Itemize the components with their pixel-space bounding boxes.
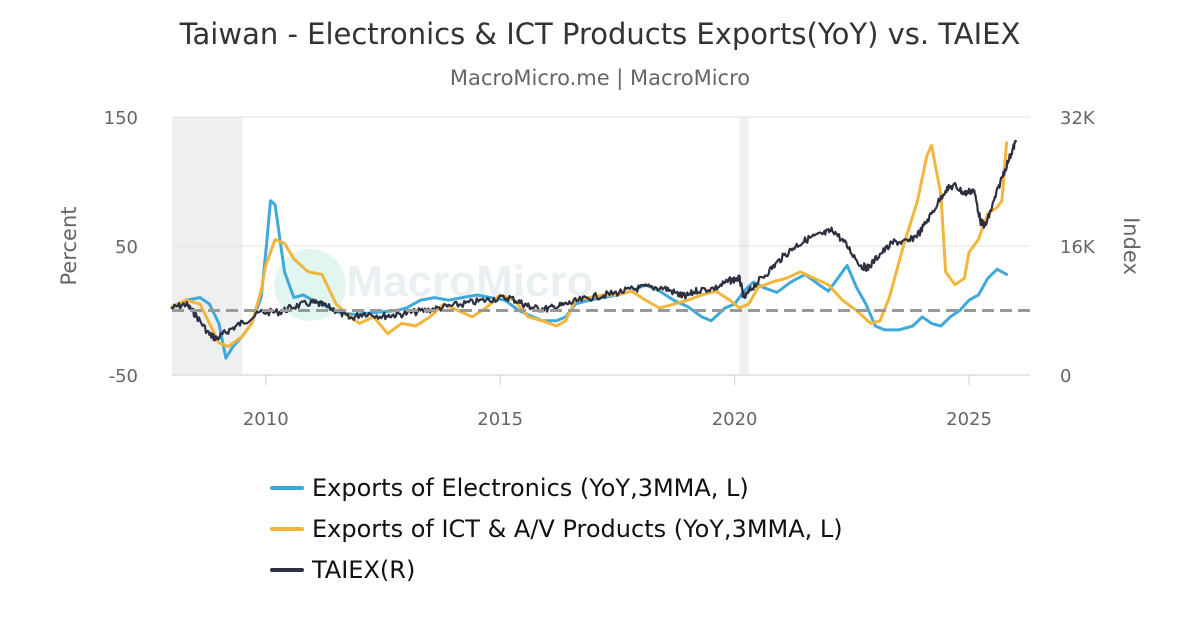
right-tick-label: 32K	[1060, 108, 1096, 129]
x-axis: 2010 2015 2020 2025	[172, 374, 1030, 430]
legend-item-label: Exports of Electronics (YoY,3MMA, L)	[312, 474, 749, 502]
right-tick-label: 0	[1060, 366, 1071, 387]
chart-subtitle: MacroMicro.me | MacroMicro	[450, 66, 750, 91]
right-tick-label: 16K	[1060, 237, 1096, 258]
gridlines	[172, 116, 1030, 247]
left-tick-label: 150	[104, 108, 138, 129]
watermark-logo	[274, 249, 346, 321]
chart-title: Taiwan - Electronics & ICT Products Expo…	[179, 17, 1021, 51]
right-axis-ticks: 0 16K 32K	[1060, 108, 1096, 387]
x-tick-label: 2020	[712, 409, 758, 430]
legend: Exports of Electronics (YoY,3MMA, L) Expo…	[270, 474, 843, 584]
x-tick-label: 2015	[477, 409, 523, 430]
watermark-text: MacroMicro	[347, 257, 594, 306]
left-axis-ticks: -50 50 150	[104, 108, 138, 387]
legend-item-label: TAIEX(R)	[311, 556, 415, 584]
left-tick-label: -50	[109, 366, 138, 387]
right-axis-title: Index	[1119, 217, 1143, 275]
left-axis-title: Percent	[57, 206, 81, 285]
series-layer	[170, 139, 1018, 360]
legend-item-label: Exports of ICT & A/V Products (YoY,3MMA,…	[312, 515, 843, 543]
series-line-2	[170, 139, 1018, 342]
left-tick-label: 50	[115, 237, 138, 258]
x-tick-label: 2025	[946, 409, 992, 430]
x-tick-label: 2010	[243, 409, 289, 430]
